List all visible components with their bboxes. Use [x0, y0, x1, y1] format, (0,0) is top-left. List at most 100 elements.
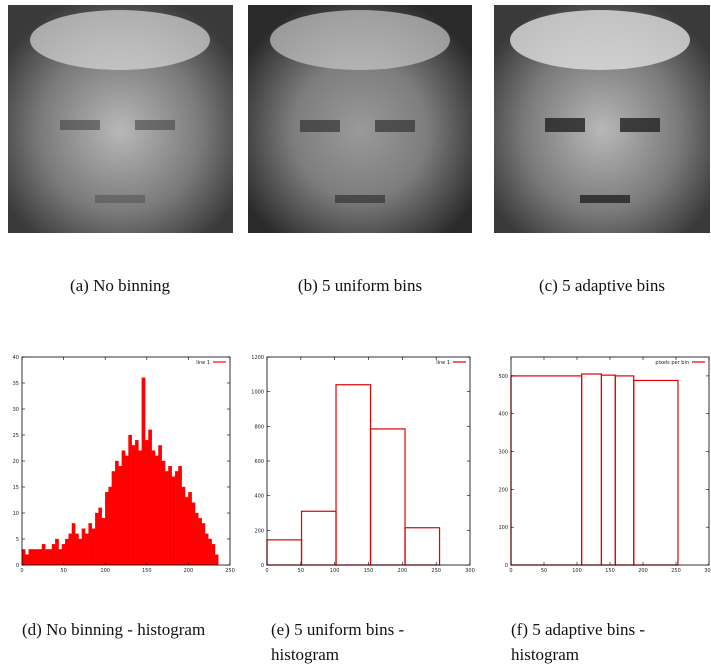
bar — [98, 507, 103, 566]
x-tick-label: 150 — [605, 568, 615, 574]
bar — [31, 549, 36, 566]
y-tick-label: 0 — [505, 563, 508, 569]
x-tick-label: 100 — [572, 568, 582, 574]
bar — [614, 375, 635, 566]
bar — [55, 538, 59, 566]
bar — [28, 549, 33, 566]
bar — [158, 445, 162, 566]
bar — [404, 527, 441, 566]
bar — [600, 374, 616, 566]
legend-label: line 1 — [436, 360, 450, 366]
y-tick-label: 25 — [13, 433, 19, 439]
y-tick-label: 35 — [13, 381, 19, 387]
bar — [335, 384, 372, 566]
x-tick-label: 0 — [265, 568, 268, 574]
photo-a — [8, 5, 233, 233]
bar — [21, 549, 26, 566]
legend-label: line 1 — [196, 360, 210, 366]
bar — [51, 544, 56, 566]
plot-frame — [510, 356, 710, 566]
photo-b — [248, 5, 472, 233]
y-tick-label: 5 — [16, 537, 19, 543]
caption: (b) 5 uniform bins — [297, 276, 423, 295]
y-tick-label: 200 — [498, 487, 508, 493]
x-tick-label: 100 — [330, 568, 340, 574]
bar — [194, 512, 199, 566]
legend-label: pixels per bin — [655, 360, 689, 366]
y-tick-label: 400 — [498, 412, 508, 418]
x-tick-label: 250 — [671, 568, 681, 574]
charts: 0 50 100 150 200 250 0 5 10 15 20 25 30 35 40 line 1 0 50… — [13, 355, 711, 574]
bar — [88, 523, 93, 566]
y-tick-label: 20 — [13, 459, 19, 465]
bar — [266, 539, 303, 566]
bar — [214, 554, 219, 566]
y-tick-label: 400 — [254, 494, 264, 500]
bar — [105, 492, 109, 566]
bar — [201, 523, 206, 566]
bar — [181, 486, 186, 566]
bar — [131, 445, 136, 566]
x-tick-label: 0 — [509, 568, 512, 574]
bar — [138, 450, 142, 566]
x-tick-label: 50 — [298, 568, 304, 574]
photo-c — [494, 5, 710, 233]
x-tick-label: 100 — [100, 568, 110, 574]
x-tick-label: 300 — [704, 568, 711, 574]
bar — [118, 466, 122, 566]
caption: (a) No binning — [69, 276, 171, 295]
bar — [171, 476, 176, 566]
bar — [81, 528, 86, 566]
bar — [188, 492, 192, 566]
bar — [164, 471, 169, 566]
x-tick-label: 150 — [142, 568, 152, 574]
bar — [125, 455, 129, 566]
y-tick-label: 0 — [261, 563, 264, 569]
bar — [178, 466, 182, 566]
bar — [45, 549, 49, 566]
bar — [41, 544, 46, 566]
y-tick-label: 800 — [254, 424, 264, 430]
bar — [121, 450, 126, 566]
bar — [633, 379, 679, 566]
bar — [198, 518, 202, 566]
x-tick-label: 300 — [465, 568, 475, 574]
bar — [204, 533, 209, 566]
bar — [78, 538, 83, 566]
caption: (e) 5 uniform bins - histogram — [271, 620, 405, 664]
bar — [115, 460, 119, 566]
x-tick-label: 50 — [541, 568, 547, 574]
y-tick-label: 0 — [16, 563, 19, 569]
y-tick-label: 300 — [498, 450, 508, 456]
bar — [135, 440, 139, 566]
bar — [148, 429, 152, 566]
bar — [510, 375, 583, 566]
bar — [581, 373, 603, 566]
y-tick-label: 40 — [13, 355, 19, 361]
y-tick-label: 100 — [498, 525, 508, 531]
bar — [369, 428, 406, 566]
x-tick-label: 250 — [225, 568, 235, 574]
bar — [38, 549, 43, 566]
bar — [101, 518, 106, 566]
bar — [191, 502, 196, 566]
bar — [85, 533, 89, 566]
bar — [25, 554, 29, 566]
bar — [174, 471, 179, 566]
bar — [48, 549, 53, 566]
bar — [184, 497, 189, 566]
y-tick-label: 30 — [13, 407, 19, 413]
bar — [151, 450, 156, 566]
caption: (d) No binning - histogram — [22, 620, 206, 639]
y-tick-label: 15 — [13, 485, 19, 491]
x-tick-label: 150 — [364, 568, 374, 574]
bar — [168, 466, 172, 566]
x-tick-label: 200 — [184, 568, 194, 574]
y-tick-label: 1200 — [251, 355, 264, 361]
bar — [300, 510, 337, 566]
bar — [95, 512, 99, 566]
caption: (c) 5 adaptive bins — [538, 276, 666, 295]
bar — [68, 533, 73, 566]
bar — [111, 471, 116, 566]
